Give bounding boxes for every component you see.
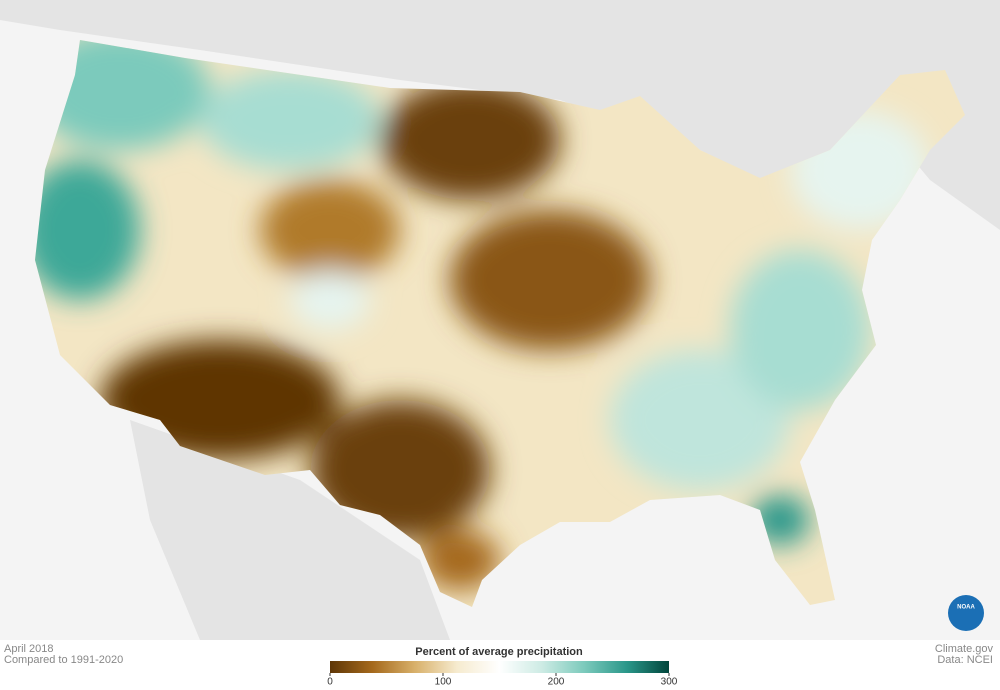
noaa-logo xyxy=(948,595,984,631)
date: April 2018 xyxy=(4,643,54,655)
credit: Climate.gov xyxy=(935,643,994,655)
mexico xyxy=(130,420,450,640)
precip-blobs xyxy=(35,40,930,590)
baseline: Compared to 1991-2020 xyxy=(4,654,123,666)
tick-label: 0 xyxy=(327,677,333,688)
legend-title: Percent of average precipitation xyxy=(415,646,583,658)
tick-label: 200 xyxy=(548,677,565,688)
tick-label: 100 xyxy=(435,677,452,688)
logo-text: NOAA xyxy=(957,605,975,611)
colorbar xyxy=(330,661,669,673)
source: Data: NCEI xyxy=(937,654,993,666)
tick-label: 300 xyxy=(661,677,678,688)
canada xyxy=(0,0,1000,230)
